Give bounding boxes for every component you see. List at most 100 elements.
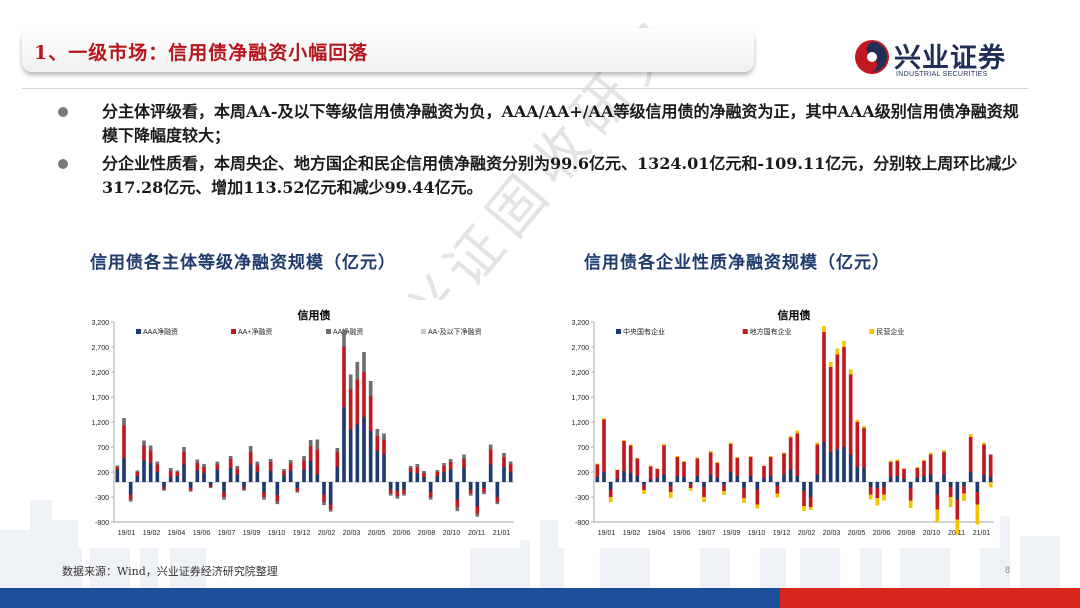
bar-segment <box>915 467 920 468</box>
chart-title: 信用债 <box>778 308 811 322</box>
x-tick-label: 19/02 <box>143 530 161 537</box>
bar-segment <box>135 482 140 483</box>
bar-segment <box>615 470 620 479</box>
x-tick-label: 20/05 <box>368 530 386 537</box>
y-tick-label: 1,200 <box>91 420 109 427</box>
bar-segment <box>302 469 306 482</box>
x-tick-label: 19/09 <box>723 530 741 537</box>
bar-segment <box>962 493 966 501</box>
bar-segment <box>735 476 740 482</box>
bar-segment <box>128 499 133 502</box>
bar-segment <box>302 482 306 483</box>
bar-segment <box>215 482 220 483</box>
bar-segment <box>202 473 206 482</box>
bar-segment <box>342 482 346 483</box>
bar-segment <box>608 482 613 490</box>
legend-swatch <box>742 329 748 334</box>
bar-segment <box>335 452 340 467</box>
bar-segment <box>388 482 393 490</box>
y-tick-label: 2,200 <box>91 370 109 377</box>
bar-segment <box>435 476 440 482</box>
bar-segment <box>928 474 933 482</box>
bar-segment <box>255 482 260 483</box>
y-tick-label: 2,700 <box>91 345 109 352</box>
bar-segment <box>155 464 160 472</box>
bar-segment <box>188 488 193 491</box>
bar-segment <box>322 482 326 495</box>
bar-segment <box>288 463 293 471</box>
y-tick-label: 700 <box>577 445 589 452</box>
bar-segment <box>348 429 353 482</box>
bar-segment <box>715 478 720 482</box>
bar-segment <box>342 329 346 347</box>
bar-segment <box>422 473 426 477</box>
bar-segment <box>362 372 366 417</box>
x-tick-label: 20/03 <box>343 530 361 537</box>
bar-segment <box>448 482 453 483</box>
bar-segment <box>368 431 373 482</box>
bar-segment <box>195 482 200 483</box>
bar-segment <box>828 362 833 367</box>
bar-segment <box>728 442 733 444</box>
bar-segment <box>142 460 146 482</box>
bar-segment <box>408 466 413 468</box>
bar-segment <box>655 468 660 469</box>
bar-segment <box>595 463 600 465</box>
bar-segment <box>388 493 393 496</box>
bar-segment <box>222 492 226 497</box>
bar-segment <box>248 452 253 465</box>
bar-segment <box>735 458 740 476</box>
bar-segment <box>308 440 313 446</box>
bar-segment <box>655 478 660 482</box>
bar-segment <box>362 482 366 483</box>
bar-segment <box>315 439 320 450</box>
bar-segment <box>495 482 500 497</box>
bar-segment <box>982 442 986 445</box>
bar-segment <box>635 476 640 482</box>
bar-segment <box>735 457 740 458</box>
y-tick-label: 1,700 <box>91 395 109 402</box>
bar-segment <box>495 497 500 502</box>
bar-segment <box>275 495 280 501</box>
bar-segment <box>775 486 780 494</box>
bar-segment <box>468 493 473 496</box>
bar-segment <box>375 436 380 451</box>
x-tick-label: 19/07 <box>698 530 716 537</box>
bar-segment <box>442 463 446 466</box>
bar-segment <box>642 482 646 485</box>
bar-segment <box>968 472 973 482</box>
footer-band-red <box>780 588 1080 608</box>
bar-segment <box>488 482 493 483</box>
bar-segment <box>415 482 420 483</box>
bar-segment <box>448 469 453 482</box>
bar-segment <box>948 482 953 487</box>
bar-segment <box>882 494 886 501</box>
left-chart-heading: 信用债各主体等级净融资规模（亿元） <box>90 253 396 273</box>
bar-segment <box>935 509 940 522</box>
bar-segment <box>195 470 200 482</box>
bar-segment <box>875 482 880 488</box>
bar-segment <box>162 489 166 491</box>
bar-segment <box>122 418 126 426</box>
bar-segment <box>175 476 180 482</box>
bar-segment <box>928 452 933 455</box>
bar-segment <box>915 468 920 478</box>
data-source-note: 数据来源：Wind，兴业证券经济研究院整理 <box>62 565 278 578</box>
bar-segment <box>268 471 273 482</box>
bar-segment <box>148 482 153 483</box>
bar-segment <box>328 482 333 505</box>
bar-segment <box>482 492 486 494</box>
bar-segment <box>462 454 466 459</box>
bar-segment <box>848 374 853 455</box>
x-tick-label: 19/04 <box>168 530 186 537</box>
bar-segment <box>962 482 966 486</box>
x-tick-label: 19/07 <box>218 530 236 537</box>
bar-segment <box>242 487 246 490</box>
bar-segment <box>975 504 980 525</box>
bar-segment <box>262 497 266 500</box>
bar-segment <box>328 509 333 512</box>
bar-segment <box>608 497 613 502</box>
bar-segment <box>855 422 860 467</box>
x-tick-label: 20/08 <box>898 530 916 537</box>
bar-segment <box>382 454 386 482</box>
